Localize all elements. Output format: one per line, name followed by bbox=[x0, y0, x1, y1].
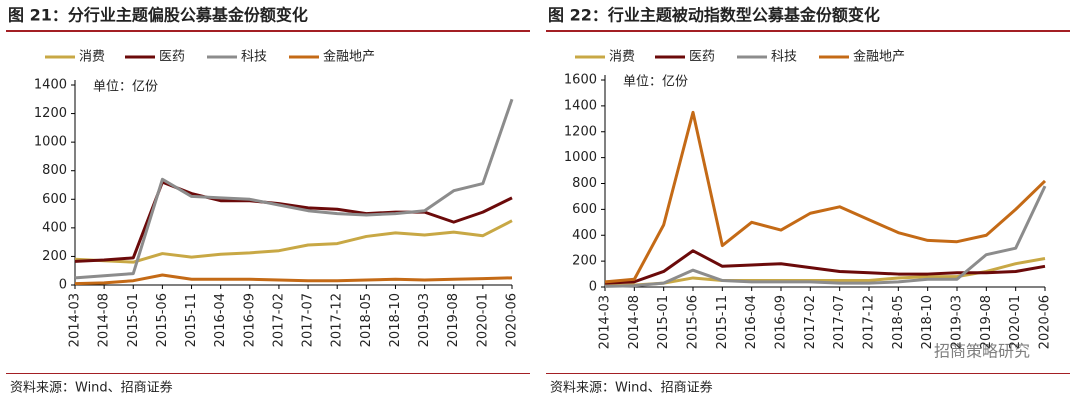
watermark: 招商策略研究 bbox=[934, 342, 1030, 361]
y-tick-label: 400 bbox=[42, 220, 67, 235]
chart-title: 图 21：分行业主题偏股公募基金份额变化 bbox=[8, 6, 308, 25]
x-tick-label: 2014-08 bbox=[97, 293, 112, 347]
x-tick-label: 2017-07 bbox=[832, 295, 847, 349]
series-line bbox=[604, 110, 1047, 284]
y-tick-label: 0 bbox=[59, 278, 67, 293]
x-tick-label: 2020-01 bbox=[1008, 295, 1023, 349]
source-rule bbox=[546, 373, 1070, 374]
series-line bbox=[74, 98, 514, 280]
x-tick-label: 2016-04 bbox=[744, 295, 759, 349]
x-tick-label: 2014-03 bbox=[68, 293, 83, 347]
legend-label: 消费 bbox=[609, 50, 635, 65]
x-tick-label: 2018-10 bbox=[920, 295, 935, 349]
source-note: 资料来源：Wind、招商证券 bbox=[550, 380, 713, 396]
x-tick-label: 2015-06 bbox=[155, 293, 170, 347]
legend-label: 金融地产 bbox=[323, 49, 375, 65]
x-tick-label: 2018-10 bbox=[388, 293, 403, 347]
legend-label: 消费 bbox=[79, 50, 105, 65]
legend-label: 科技 bbox=[771, 50, 797, 65]
x-tick-label: 2017-02 bbox=[803, 295, 818, 349]
x-tick-label: 2019-03 bbox=[417, 293, 432, 347]
legend-label: 科技 bbox=[241, 50, 267, 65]
series-line bbox=[604, 249, 1046, 285]
title-rule bbox=[6, 30, 530, 32]
legend-label: 医药 bbox=[159, 50, 185, 65]
x-tick-label: 2018-05 bbox=[359, 293, 374, 347]
x-tick-label: 2015-11 bbox=[184, 293, 199, 347]
x-tick-label: 2020-06 bbox=[505, 293, 520, 347]
y-tick-label: 600 bbox=[42, 192, 67, 207]
x-tick-label: 2016-04 bbox=[213, 293, 228, 347]
y-tick-label: 0 bbox=[589, 280, 597, 295]
y-tick-label: 1000 bbox=[34, 135, 67, 150]
source-rule bbox=[6, 373, 530, 374]
y-tick-label: 200 bbox=[42, 249, 67, 264]
x-tick-label: 2020-01 bbox=[475, 293, 490, 347]
x-tick-label: 2015-01 bbox=[126, 293, 141, 347]
x-tick-label: 2014-08 bbox=[627, 295, 642, 349]
chart-title: 图 22：行业主题被动指数型公募基金份额变化 bbox=[548, 6, 880, 25]
x-tick-label: 2015-01 bbox=[656, 295, 671, 349]
y-tick-label: 1600 bbox=[564, 73, 597, 88]
x-tick-label: 2018-05 bbox=[891, 295, 906, 349]
x-tick-label: 2015-11 bbox=[715, 295, 730, 349]
x-tick-label: 2019-08 bbox=[446, 293, 461, 347]
series-line bbox=[74, 273, 513, 286]
legend-label: 金融地产 bbox=[853, 49, 905, 65]
x-tick-label: 2017-02 bbox=[271, 293, 286, 347]
y-tick-label: 1400 bbox=[564, 98, 597, 113]
x-tick-label: 2014-03 bbox=[598, 295, 613, 349]
y-tick-label: 1400 bbox=[34, 78, 67, 93]
series-line bbox=[604, 185, 1047, 288]
y-tick-label: 400 bbox=[572, 228, 597, 243]
unit-annotation: 单位：亿份 bbox=[93, 80, 158, 95]
series-line bbox=[74, 219, 513, 264]
legend-label: 医药 bbox=[689, 50, 715, 65]
x-tick-label: 2017-12 bbox=[330, 293, 345, 347]
x-tick-label: 2019-08 bbox=[979, 295, 994, 349]
x-tick-label: 2016-09 bbox=[774, 295, 789, 349]
y-tick-label: 1000 bbox=[564, 150, 597, 165]
title-rule bbox=[546, 30, 1070, 32]
x-tick-label: 2020-06 bbox=[1038, 295, 1053, 349]
x-tick-label: 2019-03 bbox=[950, 295, 965, 349]
source-note: 资料来源：Wind、招商证券 bbox=[10, 380, 173, 396]
x-tick-label: 2017-07 bbox=[301, 293, 316, 347]
y-tick-label: 800 bbox=[572, 176, 597, 191]
x-tick-label: 2015-06 bbox=[686, 295, 701, 349]
y-tick-label: 800 bbox=[42, 163, 67, 178]
x-tick-label: 2016-09 bbox=[242, 293, 257, 347]
y-tick-label: 600 bbox=[572, 202, 597, 217]
unit-annotation: 单位：亿份 bbox=[623, 75, 688, 90]
x-tick-label: 2017-12 bbox=[862, 295, 877, 349]
y-tick-label: 1200 bbox=[34, 106, 67, 121]
y-tick-label: 1200 bbox=[564, 124, 597, 139]
y-tick-label: 200 bbox=[572, 254, 597, 269]
series-line bbox=[74, 180, 513, 263]
